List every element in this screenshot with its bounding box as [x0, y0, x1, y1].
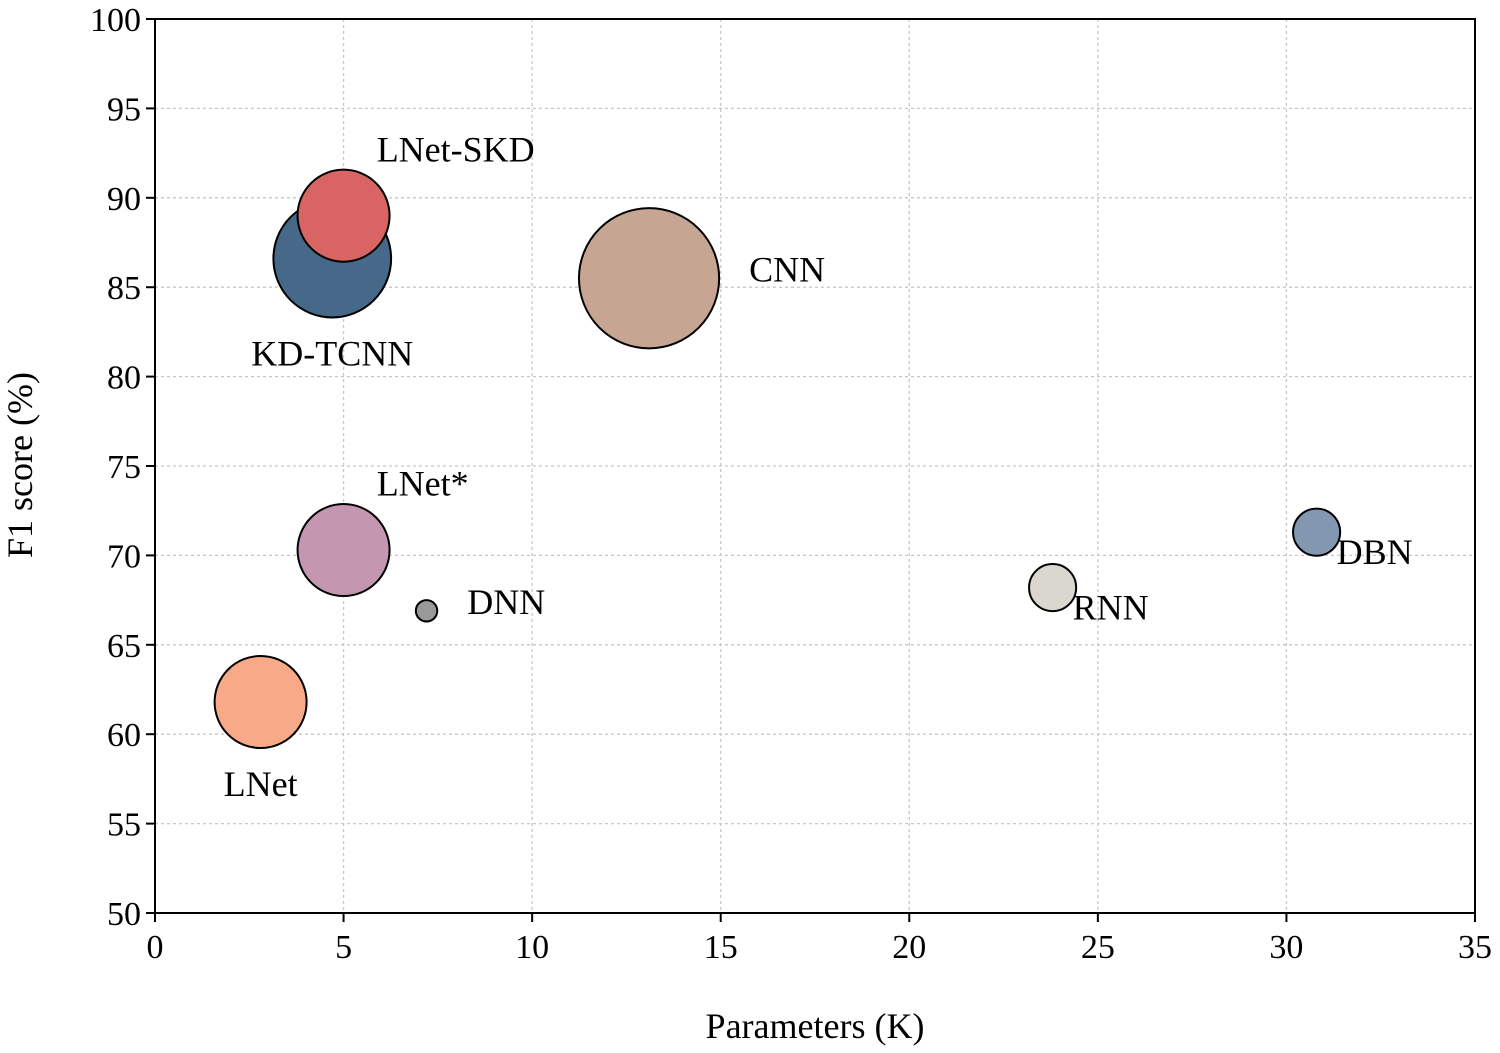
y-tick-label: 50 [107, 896, 141, 933]
bubble-lnet [296, 503, 391, 598]
y-tick-label: 95 [107, 91, 141, 128]
label-cnn: CNN [749, 249, 825, 289]
label-dbn: DBN [1337, 532, 1413, 572]
bubble-rnn [1028, 563, 1078, 613]
bubble-dnn [414, 599, 439, 623]
axes: 0 5 10 15 20 25 30 35 50 55 60 65 70 75 80 85 90 95 100 [90, 2, 1492, 966]
label-lnet: LNet [224, 764, 298, 804]
label-lnet: LNet* [377, 464, 469, 504]
x-tick-label: 5 [335, 929, 352, 966]
x-tick-label: 20 [892, 929, 926, 966]
y-tick-label: 80 [107, 360, 141, 397]
bubble-lnet-skd [296, 168, 391, 263]
y-tick-label: 90 [107, 181, 141, 218]
y-tick-label: 100 [90, 2, 141, 39]
x-tick-label: 35 [1458, 929, 1492, 966]
y-tick-label: 55 [107, 807, 141, 844]
label-rnn: RNN [1073, 588, 1149, 628]
label-lnet-skd: LNet-SKD [377, 129, 535, 169]
x-axis-title: Parameters (K) [706, 1006, 925, 1046]
bubbles [213, 168, 1342, 750]
label-kd-tcnn: KD-TCNN [251, 333, 413, 373]
y-tick-label: 75 [107, 449, 141, 486]
y-tick-label: 70 [107, 538, 141, 575]
x-tick-label: 30 [1269, 929, 1303, 966]
label-dnn: DNN [467, 582, 545, 622]
bubble-lnet [213, 655, 308, 750]
y-tick-label: 65 [107, 628, 141, 665]
bubble-dbn [1292, 507, 1342, 557]
x-tick-label: 15 [704, 929, 738, 966]
x-tick-label: 10 [515, 929, 549, 966]
y-tick-label: 85 [107, 270, 141, 307]
y-tick-label: 60 [107, 717, 141, 754]
x-tick-label: 25 [1081, 929, 1115, 966]
x-tick-label: 0 [147, 929, 164, 966]
point-labels: CNN KD-TCNN LNet-SKD LNet* LNet DNN RNN DBN [224, 129, 1413, 804]
gridlines [155, 19, 1475, 913]
bubble-cnn [577, 207, 721, 350]
y-axis-title: F1 score (%) [0, 372, 40, 558]
